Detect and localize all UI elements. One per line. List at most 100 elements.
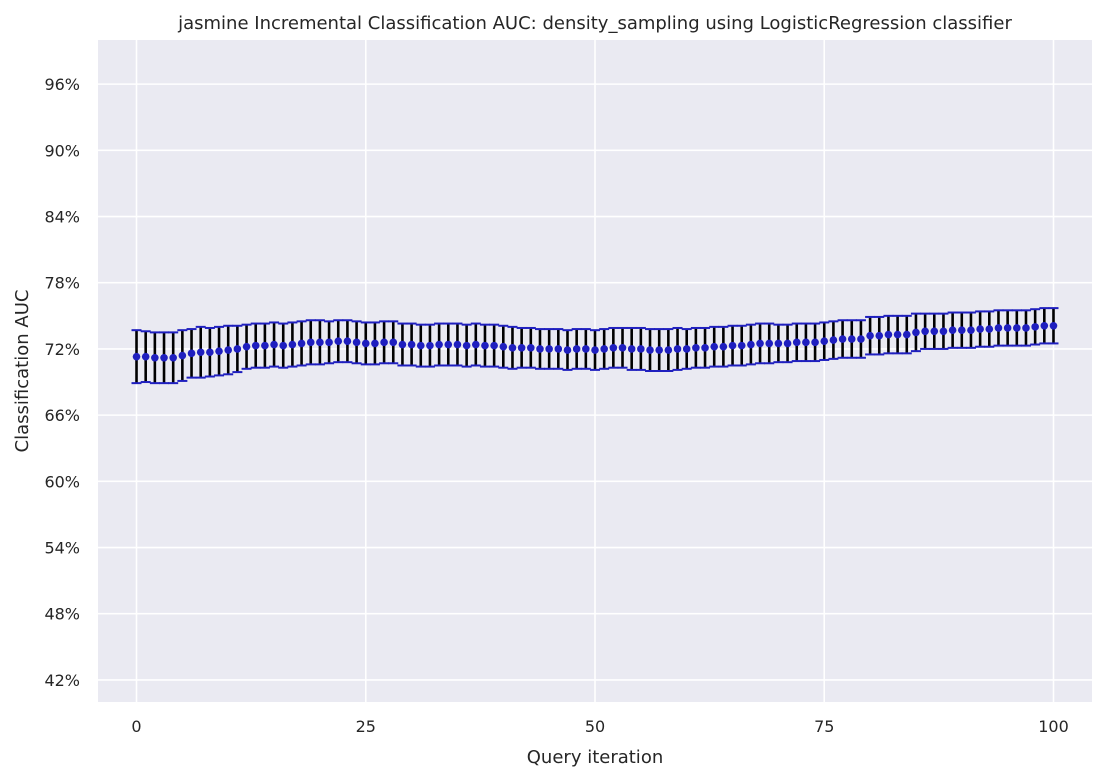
data-point (692, 344, 700, 352)
data-point (141, 352, 150, 361)
data-point (811, 338, 819, 347)
data-point (802, 338, 810, 347)
data-point (609, 344, 618, 352)
data-point (444, 340, 453, 349)
data-point (582, 345, 590, 353)
data-point (664, 346, 673, 354)
data-point (462, 341, 471, 350)
data-point (829, 336, 838, 344)
x-tick-label: 0 (131, 717, 141, 736)
data-point (490, 341, 498, 350)
data-point (407, 340, 416, 349)
data-point (902, 330, 911, 339)
data-point (178, 351, 187, 360)
data-point (682, 345, 691, 353)
data-point (737, 341, 746, 350)
data-point (710, 342, 719, 351)
data-point (756, 339, 764, 348)
data-point (866, 331, 874, 340)
data-point (471, 340, 480, 349)
data-point (160, 353, 168, 362)
data-point (187, 349, 196, 358)
data-point (765, 339, 774, 348)
x-tick-label: 25 (356, 717, 376, 736)
data-point (334, 337, 343, 346)
data-point (857, 335, 865, 343)
data-point (169, 353, 177, 362)
data-point (572, 345, 581, 353)
data-point (655, 346, 663, 354)
data-point (884, 330, 893, 339)
data-point (994, 324, 1003, 332)
y-axis-label: Classification AUC (12, 290, 33, 453)
data-point (774, 339, 783, 348)
data-point (728, 341, 737, 350)
data-point (967, 326, 975, 334)
data-point (325, 338, 333, 347)
data-point (242, 342, 251, 351)
data-point (545, 345, 553, 353)
data-point (792, 338, 801, 347)
data-point (371, 339, 379, 348)
data-point (930, 327, 939, 336)
data-point (1040, 321, 1049, 330)
data-point (233, 345, 242, 353)
data-point (701, 344, 709, 352)
y-tick-label: 48% (44, 605, 80, 624)
data-point (279, 341, 288, 350)
data-point (343, 337, 352, 346)
x-axis-label: Query iteration (527, 747, 663, 768)
data-point (985, 325, 994, 333)
y-tick-label: 78% (44, 274, 80, 293)
data-point (398, 340, 407, 349)
data-point (151, 353, 159, 362)
data-point (389, 338, 398, 347)
data-point (316, 338, 324, 347)
x-tick-label: 75 (814, 717, 834, 736)
data-point (1022, 324, 1030, 332)
data-point (820, 337, 829, 346)
data-point (270, 340, 278, 349)
y-tick-labels: 42% 48% 54% 60% 66% 72% 78% 84% 90% 96% (44, 75, 80, 690)
y-tick-label: 54% (44, 539, 80, 558)
data-point (847, 335, 856, 343)
x-tick-label: 100 (1038, 717, 1069, 736)
y-tick-label: 60% (44, 472, 80, 491)
data-point (261, 341, 269, 350)
data-points (132, 321, 1058, 362)
data-point (719, 342, 728, 351)
data-point (435, 340, 443, 349)
data-point (838, 335, 847, 343)
data-point (646, 346, 654, 354)
y-tick-label: 84% (44, 208, 80, 227)
data-point (206, 348, 214, 357)
y-tick-label: 96% (44, 75, 80, 94)
data-point (508, 344, 517, 352)
data-point (591, 346, 599, 354)
data-point (517, 344, 526, 352)
data-point (1003, 324, 1012, 332)
data-point (536, 345, 544, 353)
data-point (957, 326, 966, 334)
data-point (747, 340, 755, 349)
data-point (132, 352, 141, 361)
y-tick-label: 90% (44, 141, 80, 160)
data-point (1013, 324, 1021, 332)
data-point (563, 346, 572, 354)
data-point (527, 344, 535, 352)
data-point (361, 339, 370, 348)
x-tick-label: 50 (585, 717, 605, 736)
data-point (600, 345, 608, 353)
data-point (637, 345, 645, 353)
data-point (976, 325, 984, 333)
data-point (1031, 323, 1039, 331)
data-point (618, 344, 627, 352)
data-point (948, 326, 957, 334)
chart-title: jasmine Incremental Classification AUC: … (177, 13, 1012, 34)
data-point (306, 338, 315, 347)
data-point (380, 338, 388, 347)
data-point (426, 341, 434, 350)
data-point (416, 341, 425, 350)
data-point (499, 342, 508, 351)
